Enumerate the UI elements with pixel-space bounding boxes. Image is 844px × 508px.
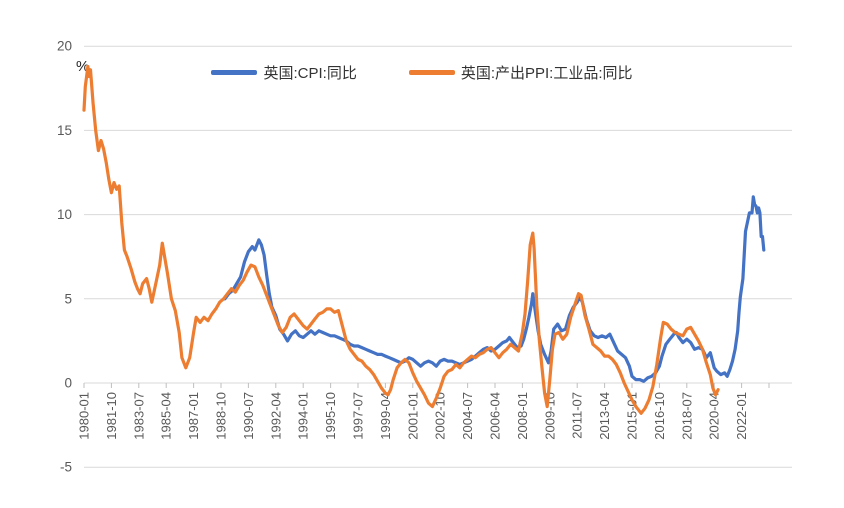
legend-item-cpi: 英国:CPI:同比 (211, 62, 357, 83)
svg-text:1994-01: 1994-01 (296, 392, 311, 440)
svg-text:2016-10: 2016-10 (652, 392, 667, 440)
svg-text:2008-01: 2008-01 (515, 392, 530, 440)
cpi-legend-label: 英国:CPI:同比 (263, 65, 357, 82)
svg-text:5: 5 (64, 291, 72, 306)
svg-text:1995-10: 1995-10 (323, 392, 338, 440)
svg-text:1990-07: 1990-07 (241, 392, 256, 440)
svg-text:1983-07: 1983-07 (131, 392, 146, 440)
svg-text:2001-01: 2001-01 (405, 392, 420, 440)
svg-text:2011-07: 2011-07 (570, 392, 585, 439)
svg-text:1987-01: 1987-01 (186, 392, 201, 440)
svg-text:1997-07: 1997-07 (351, 392, 366, 440)
svg-text:2013-04: 2013-04 (597, 392, 612, 440)
svg-text:2020-04: 2020-04 (707, 392, 722, 440)
cpi-line-swatch (211, 70, 258, 75)
svg-text:0: 0 (64, 376, 72, 391)
svg-text:2002-10: 2002-10 (433, 392, 448, 440)
svg-text:2004-07: 2004-07 (460, 392, 475, 440)
legend-item-ppi: 英国:产出PPI:工业品:同比 (408, 62, 633, 83)
chart-legend: 英国:CPI:同比 英国:产出PPI:工业品:同比 (0, 62, 844, 83)
svg-text:1985-04: 1985-04 (159, 392, 174, 440)
svg-text:2006-04: 2006-04 (488, 392, 503, 440)
ppi-line-swatch (408, 70, 455, 75)
svg-text:1992-04: 1992-04 (268, 392, 283, 440)
svg-text:1981-10: 1981-10 (104, 392, 119, 440)
svg-text:2018-07: 2018-07 (679, 392, 694, 440)
svg-text:1988-10: 1988-10 (214, 392, 229, 440)
ppi-legend-label: 英国:产出PPI:工业品:同比 (460, 65, 633, 82)
svg-text:15: 15 (57, 123, 72, 138)
svg-text:2022-01: 2022-01 (734, 392, 749, 440)
svg-text:-5: -5 (60, 460, 72, 475)
svg-text:10: 10 (57, 207, 72, 222)
svg-text:20: 20 (57, 39, 72, 54)
svg-text:1999-04: 1999-04 (378, 392, 393, 440)
svg-text:1980-01: 1980-01 (77, 392, 92, 440)
